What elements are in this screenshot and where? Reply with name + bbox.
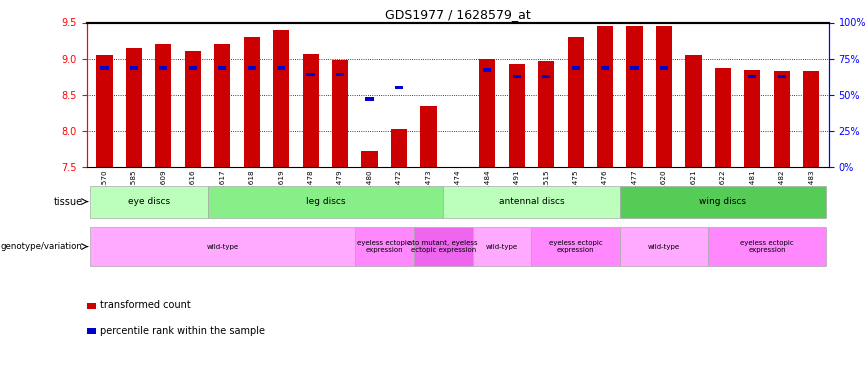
Bar <box>159 66 168 70</box>
Bar <box>89 186 207 218</box>
Bar <box>355 227 414 266</box>
Bar <box>395 86 403 89</box>
Bar <box>620 186 826 218</box>
Text: percentile rank within the sample: percentile rank within the sample <box>100 326 265 336</box>
Bar <box>244 37 260 167</box>
Bar <box>332 60 348 167</box>
Bar <box>273 30 289 167</box>
Text: ato mutant, eyeless
ectopic expression: ato mutant, eyeless ectopic expression <box>408 240 478 253</box>
Bar <box>708 227 826 266</box>
Bar <box>130 66 138 70</box>
Bar <box>744 70 760 167</box>
Text: wild-type: wild-type <box>486 244 518 250</box>
Text: wing discs: wing discs <box>700 197 746 206</box>
Bar <box>479 58 496 167</box>
Bar <box>773 71 790 167</box>
Bar <box>531 227 620 266</box>
Bar <box>361 151 378 167</box>
Bar <box>630 66 639 70</box>
Bar <box>336 73 345 76</box>
Bar <box>101 66 108 70</box>
Text: eyeless ectopic
expression: eyeless ectopic expression <box>358 240 411 253</box>
Bar <box>185 51 201 167</box>
Bar <box>444 186 620 218</box>
Bar <box>126 48 142 167</box>
Bar <box>365 97 373 101</box>
Text: antennal discs: antennal discs <box>499 197 564 206</box>
Bar <box>188 66 197 70</box>
Bar <box>686 55 701 167</box>
Bar <box>87 328 96 334</box>
Text: transformed count: transformed count <box>100 300 191 310</box>
Bar <box>207 186 444 218</box>
Text: genotype/variation: genotype/variation <box>1 242 82 251</box>
Bar <box>414 227 472 266</box>
Bar <box>538 61 555 167</box>
Bar <box>306 73 315 76</box>
Bar <box>96 55 113 167</box>
Bar <box>89 227 355 266</box>
Bar <box>542 75 550 78</box>
Text: wild-type: wild-type <box>648 244 681 250</box>
Text: leg discs: leg discs <box>306 197 345 206</box>
Bar <box>472 227 531 266</box>
Text: wild-type: wild-type <box>207 244 239 250</box>
Bar <box>87 303 96 309</box>
Bar <box>660 66 668 70</box>
Bar <box>568 37 584 167</box>
Bar <box>601 66 609 70</box>
Bar <box>303 54 319 167</box>
Text: eye discs: eye discs <box>128 197 170 206</box>
Bar <box>748 75 757 78</box>
Bar <box>155 44 172 167</box>
Bar <box>571 66 580 70</box>
Bar <box>420 105 437 167</box>
Bar <box>483 68 491 72</box>
Bar <box>597 26 613 167</box>
Bar <box>509 64 525 167</box>
Bar <box>218 66 227 70</box>
Bar <box>627 26 642 167</box>
Bar <box>391 129 407 167</box>
Bar <box>513 75 521 78</box>
Text: eyeless ectopic
expression: eyeless ectopic expression <box>740 240 794 253</box>
Bar <box>778 75 786 78</box>
Text: eyeless ectopic
expression: eyeless ectopic expression <box>549 240 602 253</box>
Title: GDS1977 / 1628579_at: GDS1977 / 1628579_at <box>385 8 530 21</box>
Bar <box>214 44 230 167</box>
Bar <box>247 66 256 70</box>
Bar <box>803 71 819 167</box>
Bar <box>715 68 731 167</box>
Bar <box>277 66 286 70</box>
Bar <box>656 26 672 167</box>
Text: tissue: tissue <box>53 196 82 207</box>
Bar <box>620 227 708 266</box>
